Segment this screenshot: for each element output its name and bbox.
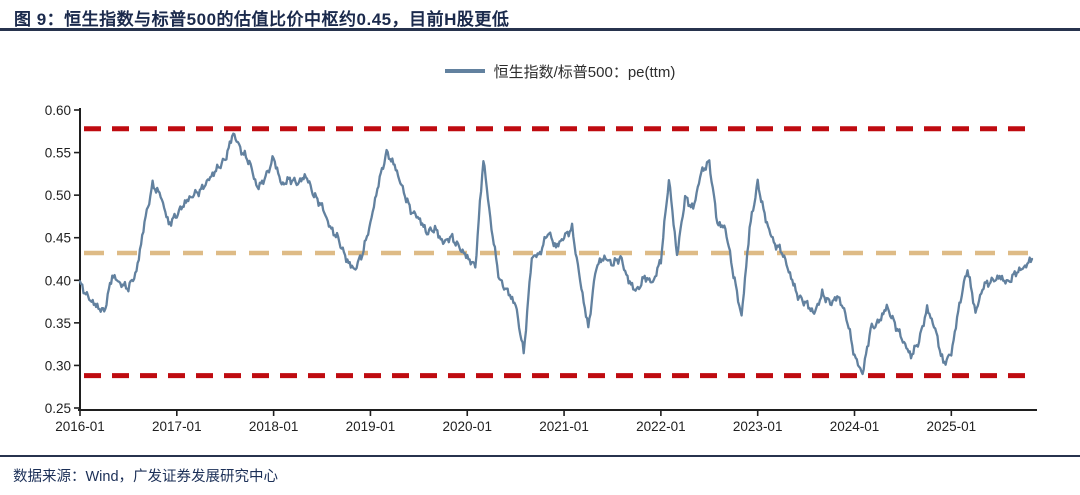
y-tick-label: 0.25 [45, 401, 71, 416]
line-chart: 0.25 0.30 0.35 0.40 0.45 0.50 0.55 0.60 2016-01 2… [45, 103, 1037, 434]
y-tick-label: 0.60 [45, 103, 71, 118]
x-tick-label: 2016-01 [55, 419, 105, 434]
legend-label: 恒生指数/标普500：pe(ttm) [493, 63, 676, 81]
y-tick-label: 0.45 [45, 231, 71, 246]
x-tick-label: 2023-01 [733, 419, 783, 434]
pe-ratio-series-line [78, 132, 1034, 376]
x-tick-label: 2024-01 [830, 419, 880, 434]
figure-title: 图 9：恒生指数与标普500的估值比价中枢约0.45，目前H股更低 [14, 10, 510, 29]
y-tick-label: 0.50 [45, 188, 71, 203]
x-tick-label: 2018-01 [249, 419, 299, 434]
x-tick-label: 2025-01 [927, 419, 977, 434]
x-tick-label: 2020-01 [442, 419, 492, 434]
chart-legend: 恒生指数/标普500：pe(ttm) [0, 58, 1080, 84]
x-tick-label: 2022-01 [636, 419, 686, 434]
y-tick-label: 0.55 [45, 146, 71, 161]
data-source-text: 数据来源：Wind，广发证券发展研究中心 [13, 469, 279, 485]
x-tick-label: 2021-01 [539, 419, 589, 434]
y-tick-label: 0.30 [45, 358, 71, 373]
x-tick-label: 2019-01 [346, 419, 396, 434]
y-tick-label: 0.40 [45, 273, 71, 288]
footer-divider [0, 455, 1080, 457]
y-tick-label: 0.35 [45, 316, 71, 331]
x-tick-label: 2017-01 [152, 419, 202, 434]
title-divider [0, 28, 1080, 31]
legend-line-swatch [444, 69, 485, 73]
chart-svg: 0.25 0.30 0.35 0.40 0.45 0.50 0.55 0.60 2016-01 2… [45, 103, 1037, 434]
